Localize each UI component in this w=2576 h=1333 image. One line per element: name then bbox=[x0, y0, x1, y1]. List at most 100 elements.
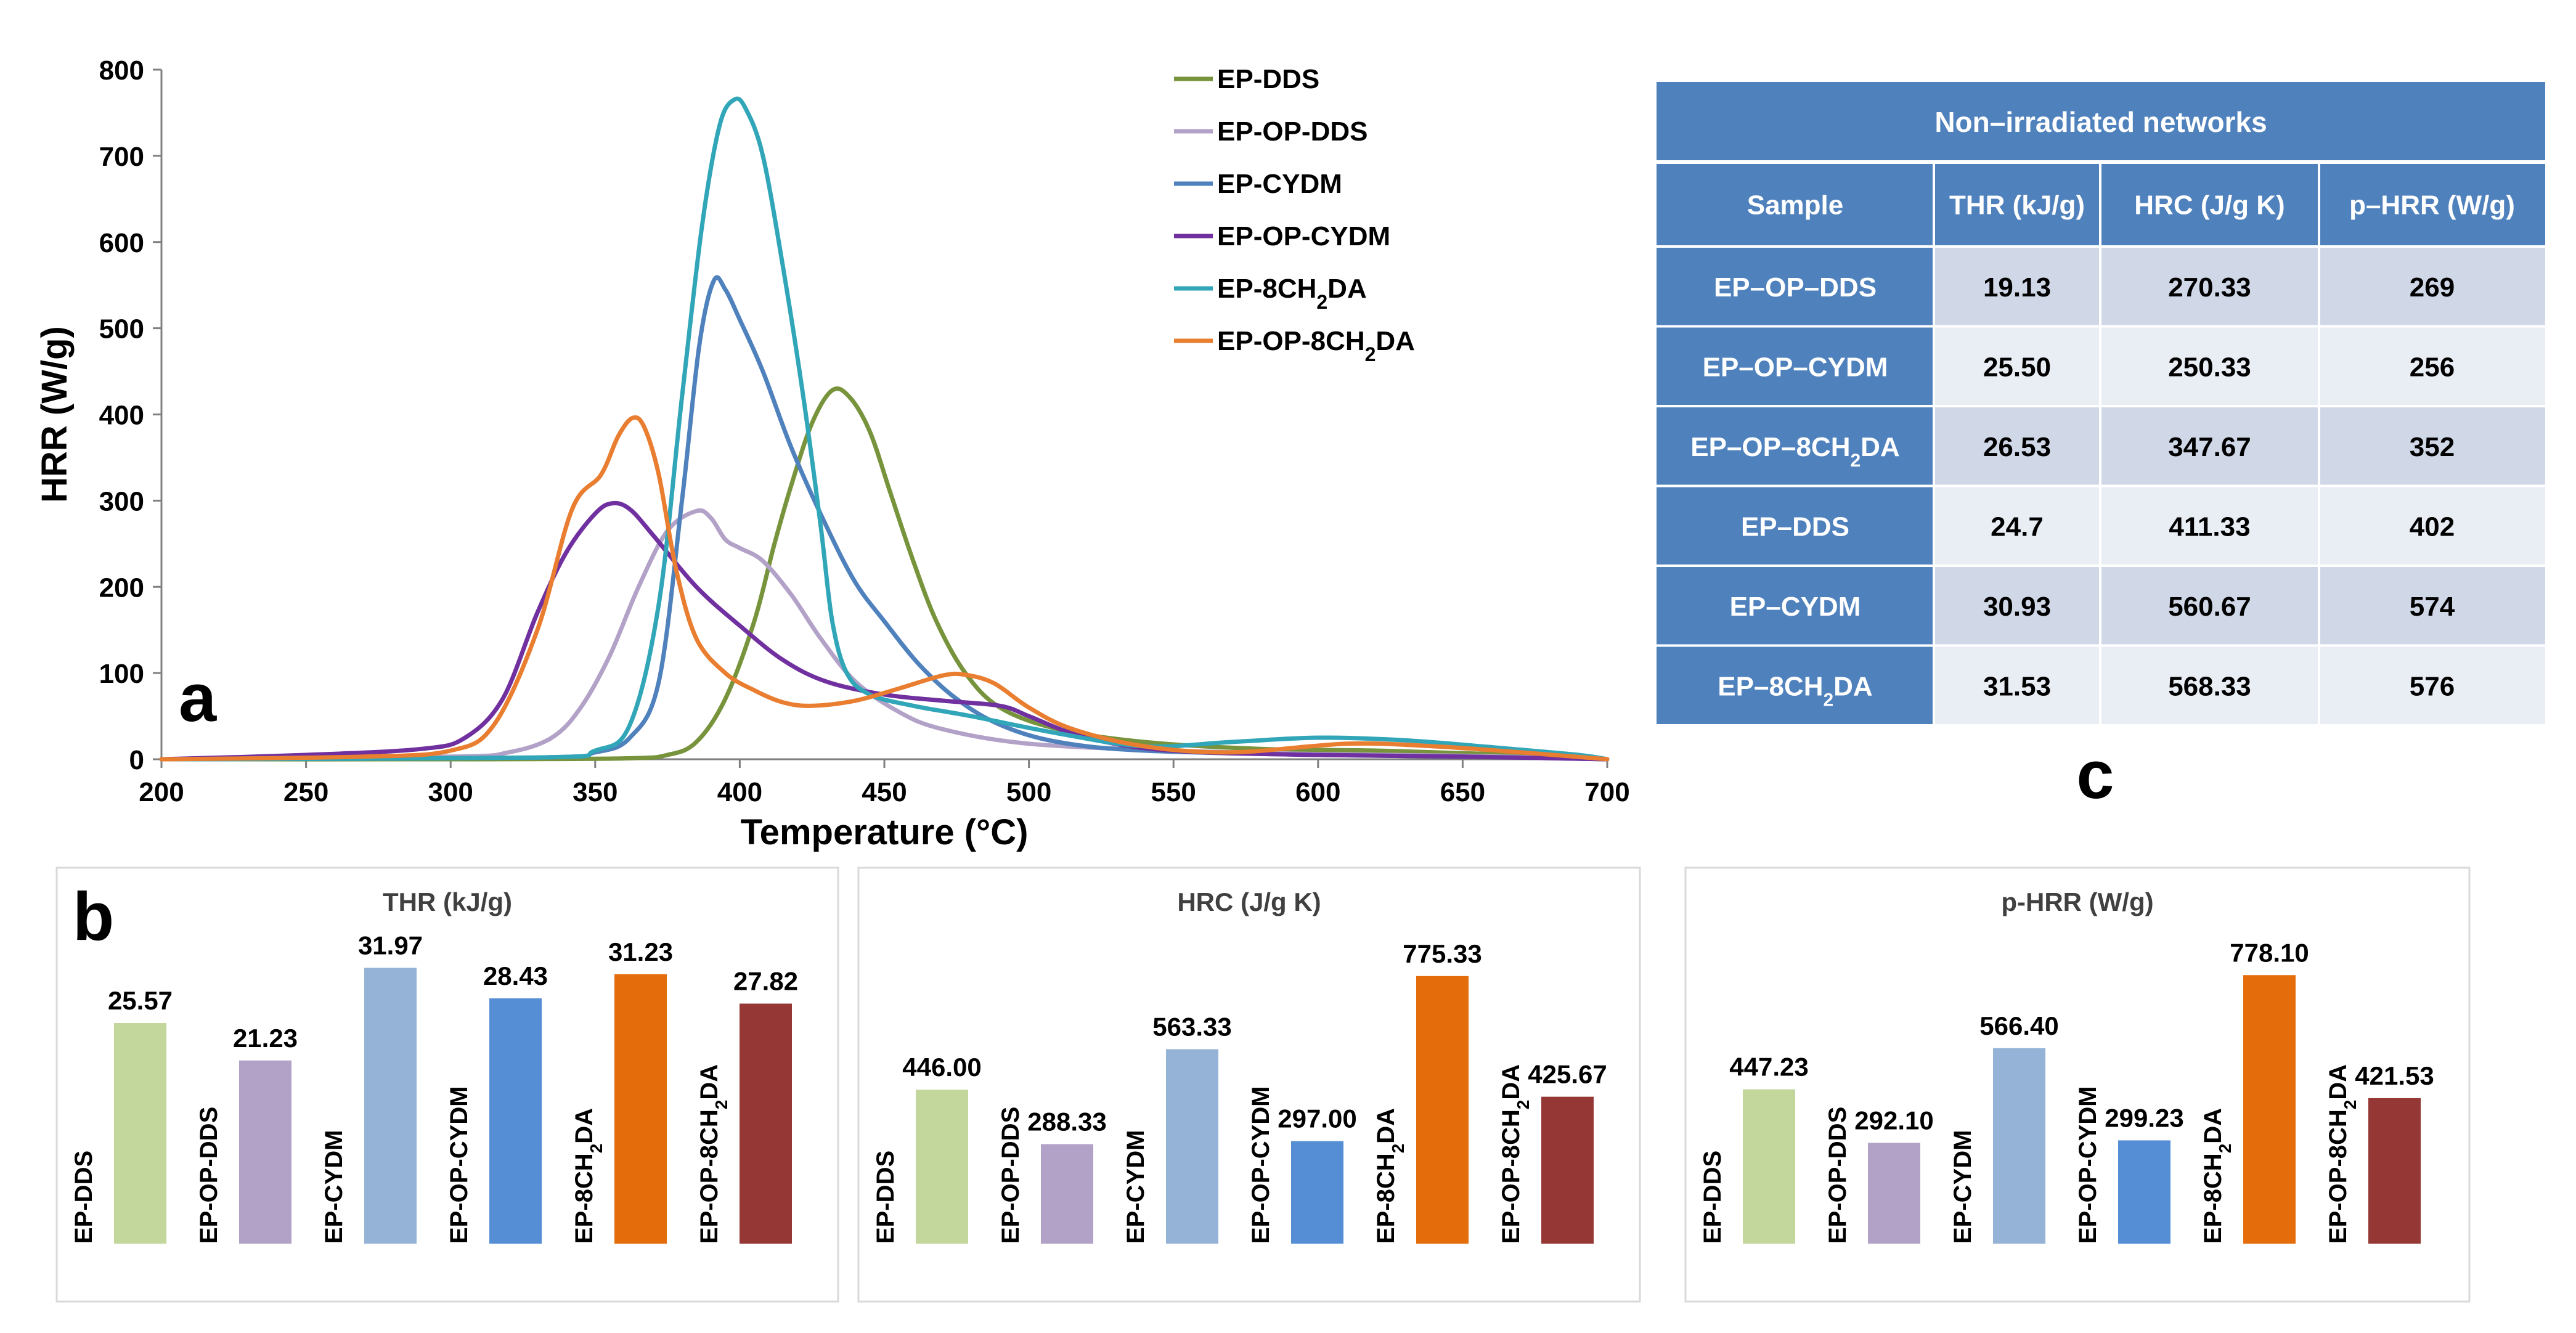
x-tick-label: 450 bbox=[862, 777, 907, 807]
bar-category-label: EP-CYDM bbox=[320, 1130, 348, 1244]
legend-entry: EP-DDS bbox=[1217, 64, 1319, 94]
bar-category-label: EP-OP-DDS bbox=[195, 1107, 222, 1244]
table-sample-label: EP–OP–8CH2DA bbox=[1690, 432, 1899, 471]
y-tick-label: 400 bbox=[99, 401, 144, 431]
bar-category-label: EP-OP-DDS bbox=[997, 1107, 1024, 1244]
bar-value-label: 421.53 bbox=[2355, 1061, 2434, 1090]
x-tick-label: 350 bbox=[573, 777, 618, 807]
bar-value-label: 27.82 bbox=[733, 967, 798, 996]
bar-category-label: EP-DDS bbox=[70, 1151, 97, 1244]
bar-value-label: 299.23 bbox=[2105, 1103, 2183, 1132]
y-tick-label: 800 bbox=[99, 55, 144, 86]
table-value-cell: 25.50 bbox=[1983, 352, 2051, 382]
bar-chart-title: HRC (J/g K) bbox=[1177, 887, 1321, 916]
table-value-cell: 411.33 bbox=[2169, 512, 2250, 542]
panel-a-letter: a bbox=[179, 660, 217, 736]
table-sample-cell bbox=[1657, 247, 1934, 327]
bar-value-label: 446.00 bbox=[902, 1053, 981, 1082]
bar bbox=[1993, 1048, 2045, 1244]
bar bbox=[364, 968, 417, 1244]
bar-value-label: 25.57 bbox=[108, 986, 173, 1015]
table-sample-cell bbox=[1657, 645, 1934, 725]
bar bbox=[114, 1023, 166, 1244]
bar-chart-frame bbox=[1684, 866, 2471, 1303]
table-title-cell bbox=[1657, 82, 2545, 162]
table-value-cell: 26.53 bbox=[1983, 432, 2051, 462]
legend-entry: EP-OP-8CH2DA bbox=[1217, 326, 1415, 365]
table-column-header: HRC (J/g K) bbox=[2134, 190, 2285, 221]
table-sample-label: EP–DDS bbox=[1741, 512, 1849, 542]
panel-b-bar-charts: THR (kJ/g) 25.57 EP-DDS 21.23 EP-OP-DDS 31.97… bbox=[55, 866, 2471, 1303]
bar-chart-title: p-HRR (W/g) bbox=[2001, 887, 2153, 916]
y-tick-label: 600 bbox=[99, 228, 144, 258]
legend-entry: EP-CYDM bbox=[1217, 169, 1342, 199]
table-column-header: Sample bbox=[1747, 190, 1844, 221]
bar-value-label: 288.33 bbox=[1027, 1107, 1106, 1136]
table-sample-label: EP–8CH2DA bbox=[1718, 671, 1872, 710]
bar bbox=[2118, 1140, 2170, 1244]
table-row bbox=[1934, 247, 2545, 327]
bar-category-label: EP-8CH2DA bbox=[1372, 1108, 1408, 1244]
bar-value-label: 21.23 bbox=[233, 1024, 298, 1053]
bar bbox=[1416, 976, 1469, 1244]
bar-value-label: 31.23 bbox=[608, 937, 673, 966]
table-value-cell: 560.67 bbox=[2168, 592, 2251, 622]
bar-value-label: 775.33 bbox=[1403, 939, 1482, 968]
bar-category-label: EP-CYDM bbox=[1122, 1130, 1149, 1244]
table-sample-cell bbox=[1657, 486, 1934, 566]
bar-value-label: 292.10 bbox=[1854, 1106, 1933, 1135]
table-value-cell: 270.33 bbox=[2168, 272, 2251, 303]
series-line-2 bbox=[159, 508, 1610, 762]
bar bbox=[2368, 1098, 2421, 1244]
table-row bbox=[1934, 486, 2545, 566]
table-row bbox=[1934, 406, 2545, 486]
table-row bbox=[1934, 645, 2545, 725]
series-line-4 bbox=[159, 500, 1610, 762]
bar bbox=[1041, 1144, 1093, 1244]
bar-value-label: 297.00 bbox=[1278, 1104, 1356, 1133]
bar bbox=[614, 974, 667, 1244]
table-value-cell: 576 bbox=[2410, 671, 2455, 701]
bar-category-label: EP-OP-DDS bbox=[1824, 1107, 1851, 1244]
bar bbox=[489, 998, 542, 1244]
bar-category-label: EP-OP-CYDM bbox=[446, 1086, 473, 1244]
table-sample-cell bbox=[1657, 326, 1934, 406]
table-sample-cell bbox=[1657, 406, 1934, 486]
bar bbox=[2243, 975, 2296, 1244]
series-line-1 bbox=[159, 386, 1610, 762]
y-tick-label: 700 bbox=[99, 142, 144, 172]
bar-category-label: EP-DDS bbox=[872, 1151, 899, 1244]
bar-category-label: EP-OP-CYDM bbox=[1247, 1086, 1274, 1244]
bar-value-label: 31.97 bbox=[358, 931, 423, 960]
x-tick-label: 400 bbox=[717, 777, 762, 807]
x-tick-label: 250 bbox=[283, 777, 328, 807]
table-value-cell: 352 bbox=[2410, 432, 2455, 462]
table-sample-cell bbox=[1657, 566, 1934, 646]
bar bbox=[1166, 1049, 1218, 1244]
y-tick-label: 0 bbox=[129, 745, 144, 775]
bar-value-label: 28.43 bbox=[483, 961, 548, 990]
legend-entry: EP-OP-DDS bbox=[1217, 116, 1367, 147]
x-tick-label: 700 bbox=[1584, 777, 1629, 807]
bar bbox=[1868, 1143, 1920, 1244]
bar-category-label: EP-DDS bbox=[1699, 1151, 1726, 1244]
table-value-cell: 24.7 bbox=[1991, 512, 2044, 542]
bar-category-label: EP-OP-CYDM bbox=[2074, 1086, 2101, 1244]
legend-entry: EP-8CH2DA bbox=[1217, 274, 1367, 313]
x-tick-label: 200 bbox=[139, 777, 184, 807]
table-sample-label: EP–CYDM bbox=[1730, 592, 1861, 622]
table-column-header: p–HRR (W/g) bbox=[2349, 190, 2515, 221]
line-chart-axes: 0 100 200 300 400 500 600 700 800 200 250 300 350 400… bbox=[35, 55, 1630, 852]
bar bbox=[1743, 1089, 1795, 1244]
y-tick-label: 100 bbox=[99, 659, 144, 689]
line-chart-legend: EP-DDS EP-OP-DDS EP-CYDM EP-OP-CYDM EP-8CH2D… bbox=[1174, 64, 1415, 365]
panel-a-line-chart: 0 100 200 300 400 500 600 700 800 200 250 300 350 400… bbox=[35, 55, 1630, 852]
table-value-cell: 402 bbox=[2410, 512, 2455, 542]
legend-entry: EP-OP-CYDM bbox=[1217, 221, 1390, 251]
table-sample-label: EP–OP–DDS bbox=[1714, 272, 1877, 303]
y-tick-label: 300 bbox=[99, 486, 144, 516]
table-value-cell: 574 bbox=[2410, 592, 2455, 622]
panel-c-table: Non–irradiated networks Sample THR (kJ/g) H… bbox=[1657, 82, 2545, 813]
bar-category-label: EP-8CH2DA bbox=[571, 1108, 606, 1244]
